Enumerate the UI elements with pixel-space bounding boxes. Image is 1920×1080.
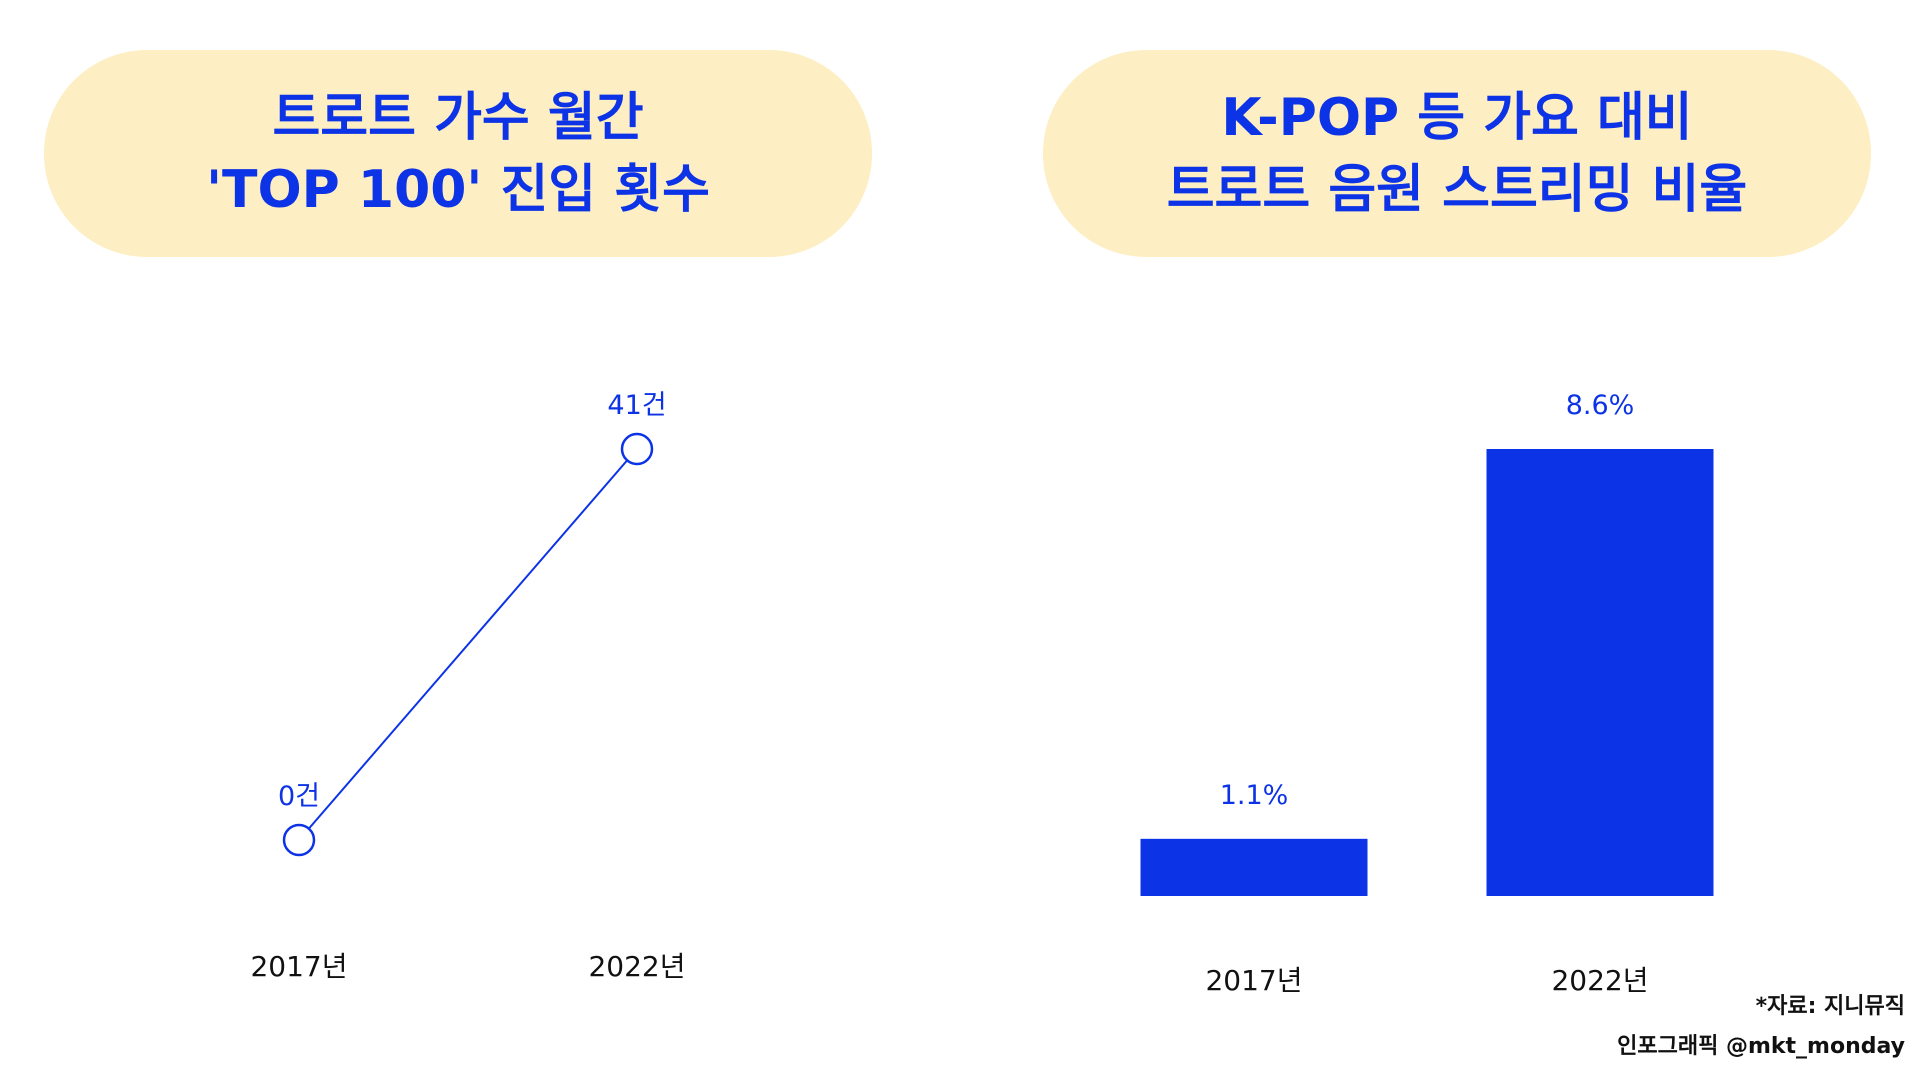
right-chart-title-line-1: K-POP 등 가요 대비: [1221, 87, 1693, 148]
bar-x-tick-label: 2022년: [1551, 964, 1648, 997]
infographic-credit: 인포그래픽 @mkt_monday: [1617, 1034, 1905, 1059]
bar-data-label: 8.6%: [1566, 390, 1635, 421]
line-x-tick-label: 2022년: [588, 950, 685, 983]
left-chart-title-line-1: 트로트 가수 월간: [272, 87, 644, 148]
bar-chart: 1.1% 2017년 8.6% 2022년: [1140, 390, 1714, 997]
left-chart-title-line-2: 'TOP 100' 진입 횟수: [206, 159, 710, 220]
right-chart-title-line-2: 트로트 음원 스트리밍 비율: [1166, 159, 1748, 220]
line-point: [620, 432, 654, 466]
left-chart-title-pill: 트로트 가수 월간 'TOP 100' 진입 횟수: [44, 50, 872, 257]
line-data-label: 41건: [607, 390, 666, 421]
line-data-label: 0건: [278, 781, 320, 812]
line-x-tick-label: 2017년: [250, 950, 347, 983]
line-series: [298, 448, 638, 841]
bar: [1486, 449, 1714, 896]
bar-x-tick-label: 2017년: [1205, 964, 1302, 997]
bar: [1140, 838, 1368, 896]
bar-data-label: 1.1%: [1220, 780, 1289, 811]
line-chart: 0건 2017년 41건 2022년: [250, 390, 685, 983]
right-chart-title-pill: K-POP 등 가요 대비 트로트 음원 스트리밍 비율: [1043, 50, 1871, 257]
source-note: *자료: 지니뮤직: [1755, 994, 1905, 1019]
line-point: [282, 823, 316, 857]
